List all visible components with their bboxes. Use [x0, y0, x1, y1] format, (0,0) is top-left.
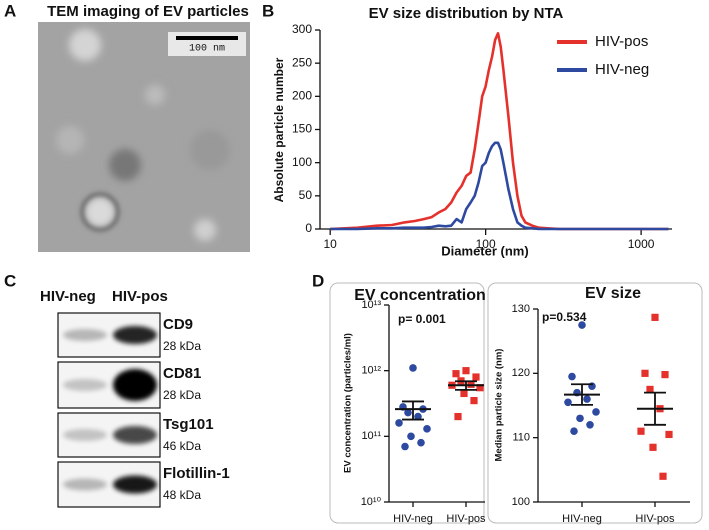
legend-label: HIV-neg [595, 61, 649, 78]
x-tick-label: HIV-neg [562, 513, 602, 525]
panel-title: TEM imaging of EV particles [47, 3, 249, 20]
protein-name: CD9 [163, 316, 193, 333]
data-point [586, 421, 594, 429]
y-tick-label: 50 [299, 188, 313, 202]
blot-band [113, 475, 157, 494]
sem-bar [571, 383, 593, 406]
data-point [568, 372, 576, 381]
blot-band [113, 426, 157, 444]
data-point [401, 442, 409, 451]
x-tick-label: HIV-pos [446, 513, 486, 525]
subpanel-frame [487, 282, 703, 524]
blot-band [63, 478, 107, 491]
y-tick-label: 100 [292, 155, 312, 169]
sem-bar [455, 380, 477, 391]
data-point [404, 408, 412, 417]
x-tick-label: HIV-pos [635, 513, 675, 525]
blot-band [63, 429, 107, 441]
data-point [592, 408, 600, 416]
y-tick-label: 0 [305, 221, 312, 235]
data-point [470, 397, 478, 405]
data-point [637, 427, 645, 435]
data-point [649, 443, 657, 451]
data-point [472, 373, 480, 381]
data-point [659, 472, 667, 480]
data-point [661, 371, 669, 379]
protein-name: Flotillin-1 [163, 465, 230, 482]
sem-bar [402, 400, 424, 421]
panel-label: C [4, 271, 16, 290]
data-point [641, 369, 649, 377]
chart-title: EV concentration [354, 287, 486, 304]
x-tick-label: 1000 [628, 237, 655, 251]
sem-bar [644, 391, 666, 426]
data-point [651, 313, 659, 321]
protein-name: Tsg101 [163, 416, 214, 433]
tem-image: 100 nm [38, 22, 250, 252]
x-tick-label: 10 [324, 237, 338, 251]
data-point [454, 412, 462, 421]
panel-label: B [262, 1, 274, 20]
data-point [417, 438, 425, 447]
y-tick-label: 10¹² [361, 365, 381, 377]
data-point [460, 389, 468, 398]
protein-size: 48 kDa [163, 488, 201, 502]
data-point [564, 398, 572, 407]
protein-size: 28 kDa [163, 339, 201, 353]
y-tick-label: 10¹¹ [361, 430, 381, 442]
data-point [462, 367, 470, 375]
y-tick-label: 150 [292, 122, 312, 136]
scale-bar-label: 100 nm [189, 44, 225, 55]
blot-band [63, 379, 107, 391]
y-axis-label: Median particle size (nm) [494, 349, 505, 462]
y-tick-label: 100 [512, 496, 530, 508]
protein-size: 46 kDa [163, 439, 201, 453]
data-point [576, 414, 584, 423]
y-tick-label: 10¹³ [361, 299, 381, 311]
y-tick-label: 250 [292, 55, 312, 69]
y-tick-label: 120 [512, 367, 530, 379]
chart-title: EV size distribution by NTA [369, 5, 564, 22]
subpanel-frame [329, 282, 485, 524]
y-axis-label: EV concentration (particles/ml) [343, 333, 354, 473]
y-tick-label: 200 [292, 89, 312, 103]
protein-name: CD81 [163, 365, 201, 382]
data-point [646, 385, 654, 394]
x-tick-label: 100 [476, 237, 496, 251]
data-point [583, 395, 591, 403]
x-tick-label: HIV-neg [393, 513, 433, 525]
data-point [578, 321, 586, 329]
data-point [409, 364, 417, 372]
y-axis-label: Absolute particle number [272, 57, 286, 202]
data-point [395, 419, 403, 427]
y-tick-label: 110 [512, 432, 530, 444]
y-tick-label: 130 [512, 303, 530, 315]
data-point [423, 425, 431, 433]
lane-label: HIV-neg [40, 288, 96, 305]
data-point [665, 430, 673, 439]
x-axis-label: Diameter (nm) [441, 243, 528, 258]
blot-band [113, 369, 157, 401]
western-blots: CD9 28 kDa CD81 28 kDa Tsg101 46 kDa Flotillin… [57, 312, 230, 508]
annotation: p= 0.001 [398, 312, 446, 326]
data-point [407, 432, 415, 441]
panel-label: A [4, 1, 16, 20]
series-line [330, 141, 669, 231]
annotation: p=0.534 [542, 310, 587, 324]
legend-label: HIV-pos [595, 33, 648, 50]
lane-label: HIV-pos [112, 288, 168, 305]
protein-size: 28 kDa [163, 388, 201, 402]
blot-band [113, 326, 157, 344]
blot-band [63, 329, 107, 341]
chart-title: EV size [585, 285, 641, 302]
data-point [414, 412, 422, 421]
data-point [452, 370, 460, 378]
y-tick-label: 10¹⁰ [361, 496, 382, 508]
data-point [570, 427, 578, 436]
y-tick-label: 300 [292, 22, 312, 36]
data-point [476, 384, 484, 392]
panel-label: D [312, 271, 324, 290]
